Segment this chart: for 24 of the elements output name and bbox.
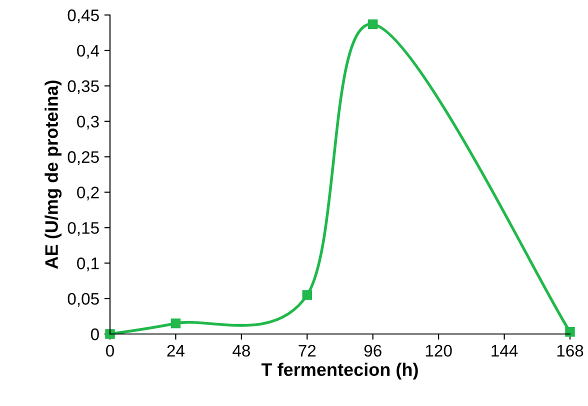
x-tick-label: 0: [106, 344, 114, 357]
point: [368, 19, 378, 30]
x-tick-label: 72: [298, 344, 316, 356]
y-tick-label: 0,2: [77, 186, 99, 200]
y-tick-label: 0: [90, 328, 99, 340]
y-tick-label: 0,1: [77, 258, 99, 272]
x-axis-title: T fermentecion (h): [261, 362, 418, 380]
x-tick-label: 144: [492, 345, 518, 356]
y-axis-title: AE (U/mg de proteina): [44, 80, 62, 269]
y-tick-label: 0,35: [68, 80, 99, 94]
point: [170, 318, 181, 328]
point: [302, 290, 312, 300]
x-tick-label: 168: [557, 344, 584, 357]
point: [565, 327, 575, 337]
y-tick-label: 0,3: [77, 116, 99, 130]
x-tick-label: 48: [232, 344, 250, 357]
y-tick-label: 0,4: [77, 44, 100, 59]
y-tick-label: 0,15: [68, 222, 99, 236]
x-tick-label: 24: [167, 344, 184, 356]
y-tick-label: 0,05: [68, 292, 99, 307]
x-tick-label: 96: [364, 344, 382, 357]
y-tick-label: 0,25: [68, 151, 99, 165]
y-tick-label: 0,45: [68, 9, 99, 24]
x-tick-label: 120: [426, 344, 452, 357]
